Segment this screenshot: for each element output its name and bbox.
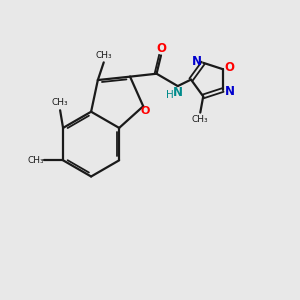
Text: CH₃: CH₃ bbox=[192, 116, 208, 124]
Text: H: H bbox=[166, 90, 173, 100]
Text: O: O bbox=[156, 43, 166, 56]
Text: N: N bbox=[192, 55, 202, 68]
Text: CH₃: CH₃ bbox=[52, 98, 68, 107]
Text: N: N bbox=[224, 85, 234, 98]
Text: O: O bbox=[224, 61, 234, 74]
Text: O: O bbox=[140, 106, 149, 116]
Text: CH₃: CH₃ bbox=[95, 50, 112, 59]
Text: CH₃: CH₃ bbox=[27, 156, 44, 165]
Text: N: N bbox=[173, 86, 183, 99]
